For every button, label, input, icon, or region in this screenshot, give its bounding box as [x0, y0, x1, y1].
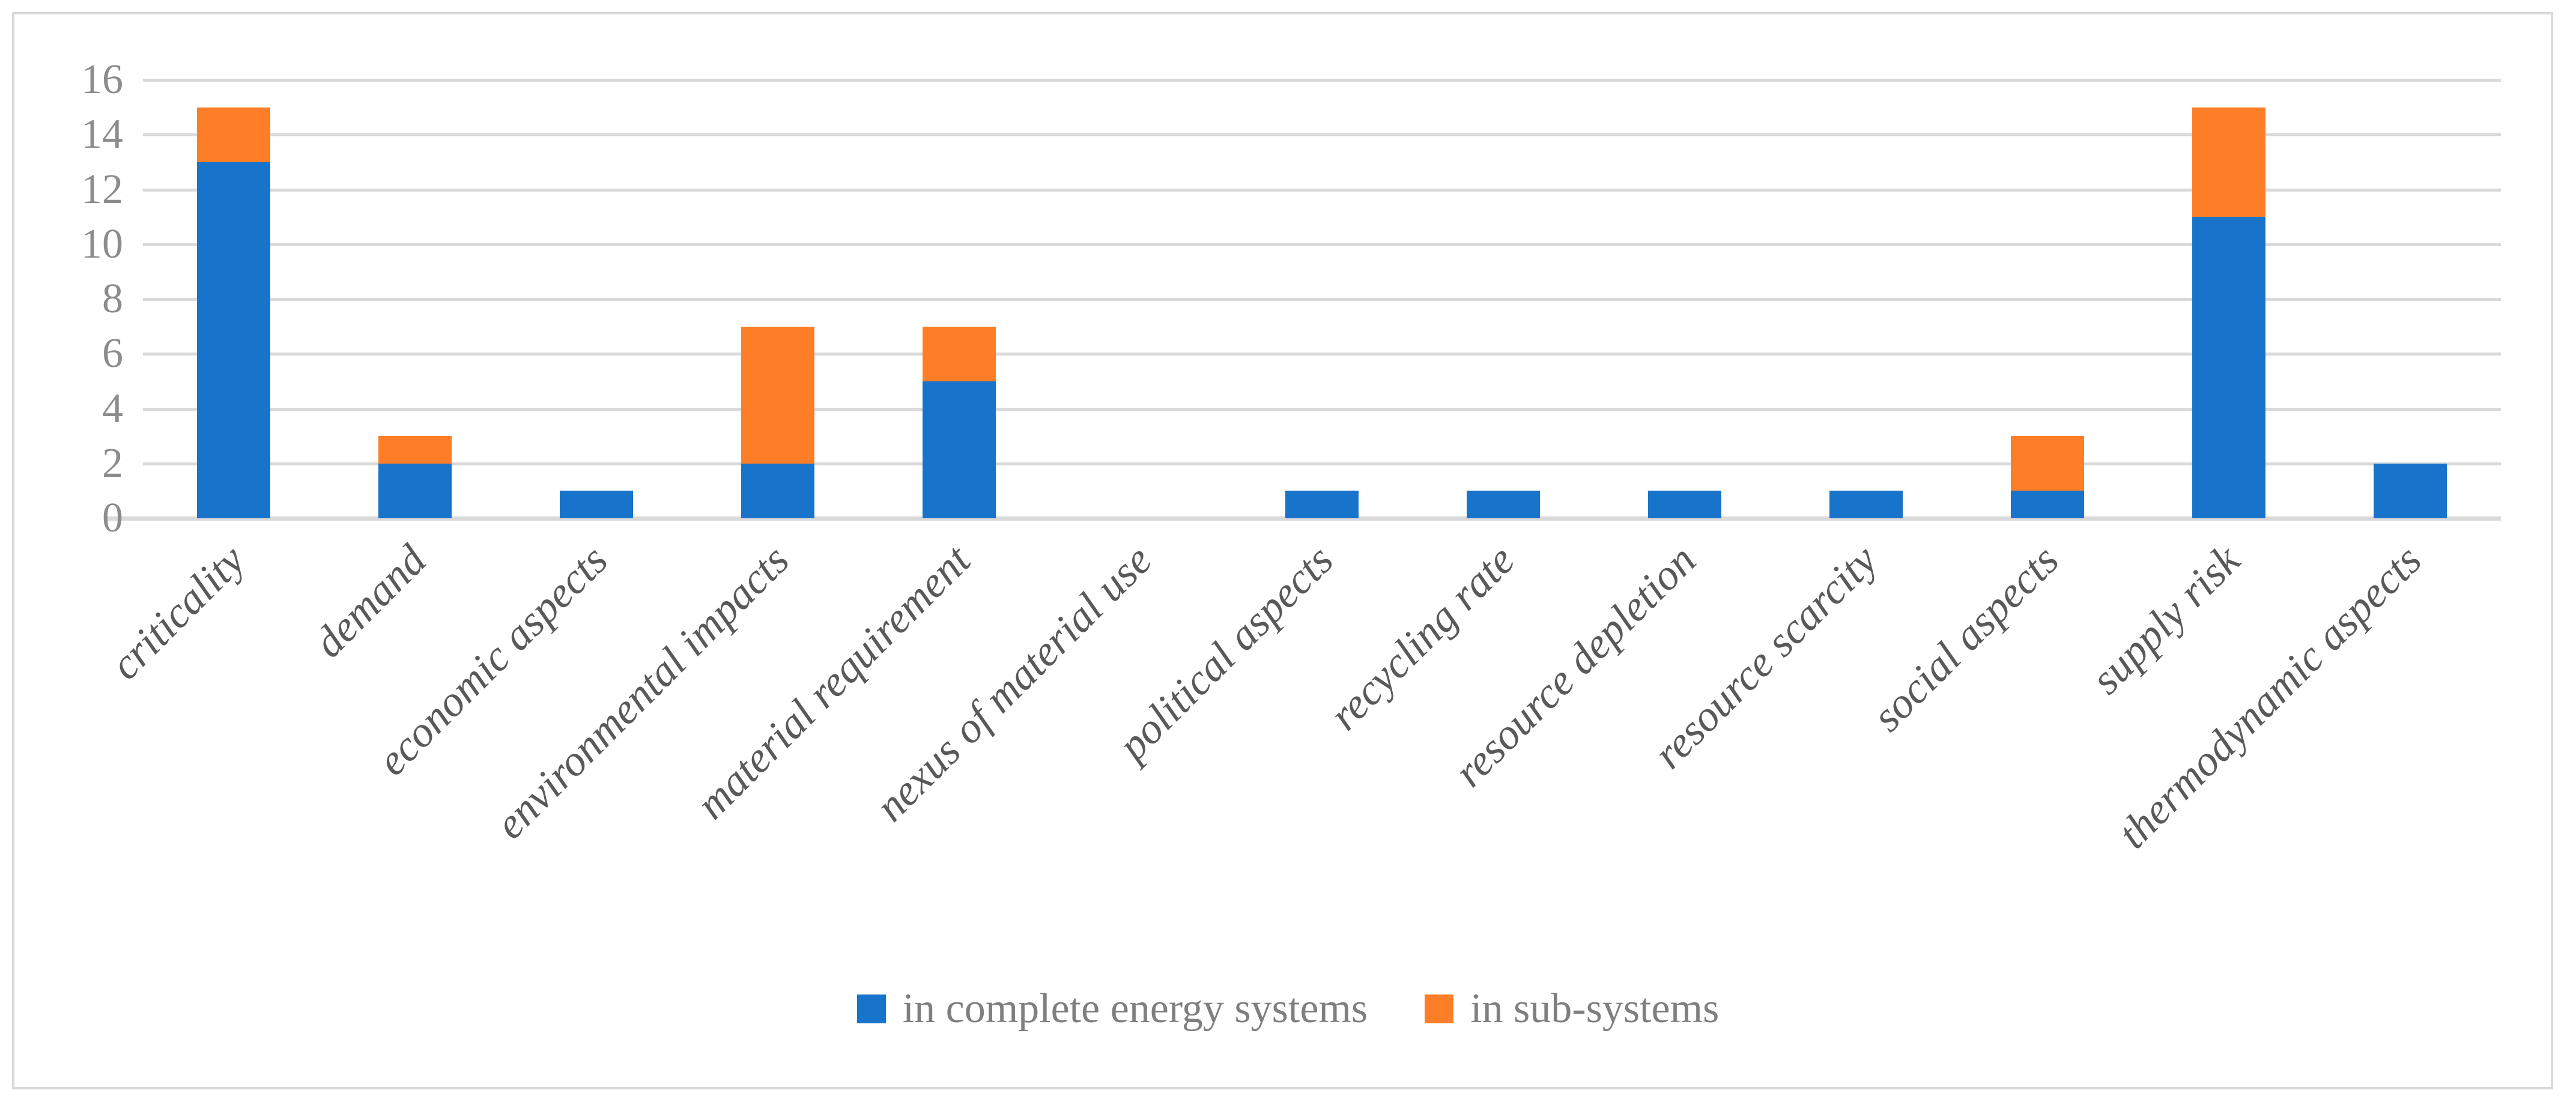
y-axis-tick-label: 12 [81, 166, 123, 213]
y-axis-tick-label: 2 [102, 440, 123, 486]
bar-segment [1285, 491, 1359, 518]
legend-entry-complete-energy-systems: in complete energy systems [856, 985, 1368, 1032]
gridline [143, 407, 2501, 411]
gridline [143, 188, 2501, 192]
x-axis-category-label-anchor: thermodynamic aspects [2109, 536, 2576, 858]
bar-segment [197, 162, 270, 518]
y-axis-tick-label: 0 [102, 495, 123, 541]
figure-border [12, 12, 2553, 1089]
gridline [143, 353, 2501, 356]
legend-label-sub-systems: in sub-systems [1470, 985, 1720, 1032]
gridline [143, 133, 2501, 137]
y-axis-tick-label: 10 [81, 220, 123, 267]
gridline [143, 298, 2501, 301]
y-axis-tick-label: 8 [102, 276, 123, 322]
x-axis-category-label-anchor: demand [305, 536, 540, 667]
bar-segment [197, 107, 270, 162]
bar-segment [741, 326, 814, 464]
legend-swatch-sub-systems-icon [1425, 994, 1454, 1023]
bar-segment [923, 326, 996, 381]
y-axis-tick-label: 14 [81, 111, 123, 158]
bar-segment [560, 491, 633, 518]
bar-segment [1648, 491, 1721, 518]
bar-segment [923, 381, 996, 518]
bar-segment [741, 463, 814, 518]
y-axis-tick-label: 4 [102, 385, 123, 432]
bar-segment [2011, 436, 2084, 491]
legend-swatch-complete-energy-systems-icon [856, 994, 886, 1023]
bar-segment [2192, 107, 2265, 217]
bar-segment [2011, 491, 2084, 518]
bar-segment [378, 436, 452, 464]
bar-segment [1829, 491, 1903, 518]
x-axis-line [106, 516, 2501, 521]
bar-segment [1467, 491, 1540, 518]
y-axis-tick-label: 6 [102, 330, 123, 377]
legend: in complete energy systems in sub-system… [0, 988, 2576, 1030]
legend-entry-sub-systems: in sub-systems [1425, 988, 1719, 1030]
legend-label-complete-energy-systems: in complete energy systems [902, 985, 1368, 1032]
gridline [143, 462, 2501, 465]
bar-segment [2192, 217, 2265, 518]
gridline [143, 79, 2501, 82]
bar-segment [2374, 463, 2447, 518]
y-axis-tick-label: 16 [81, 56, 123, 103]
gridline [143, 243, 2501, 246]
bar-segment [378, 463, 452, 518]
